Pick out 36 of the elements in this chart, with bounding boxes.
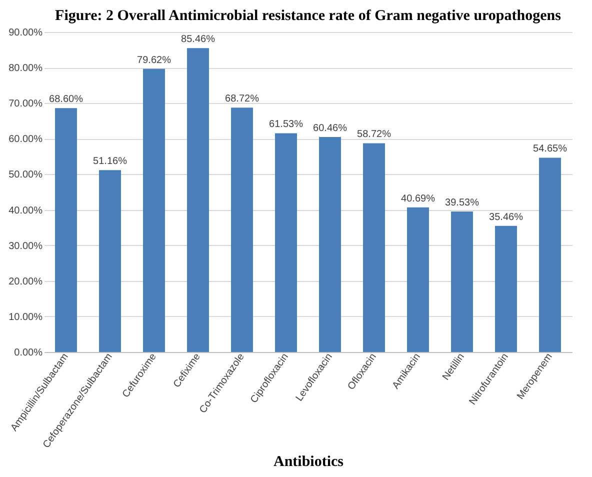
y-tick-label: 10.00% bbox=[8, 312, 43, 323]
chart-title: Figure: 2 Overall Antimicrobial resistance rate of Gram negative uropathogens bbox=[55, 8, 562, 24]
data-label: 68.60% bbox=[49, 94, 84, 106]
bar bbox=[55, 108, 77, 352]
data-label: 35.46% bbox=[489, 212, 524, 223]
bar bbox=[275, 133, 297, 352]
data-label: 85.46% bbox=[181, 34, 216, 46]
y-tick-label: 70.00% bbox=[8, 98, 43, 110]
bar bbox=[451, 211, 473, 352]
y-tick-label: 80.00% bbox=[8, 63, 43, 74]
data-label: 60.46% bbox=[313, 123, 348, 134]
y-tick-label: 20.00% bbox=[8, 276, 43, 288]
data-label: 39.53% bbox=[445, 197, 480, 208]
data-label: 51.16% bbox=[93, 156, 128, 168]
bar bbox=[187, 48, 209, 352]
bar bbox=[143, 68, 165, 352]
data-label: 79.62% bbox=[137, 54, 172, 66]
data-label: 61.53% bbox=[269, 119, 304, 130]
data-label: 68.72% bbox=[225, 94, 260, 105]
bar bbox=[539, 158, 561, 352]
data-label: 40.69% bbox=[401, 193, 436, 204]
bar bbox=[495, 226, 517, 352]
data-label: 54.65% bbox=[533, 144, 568, 155]
y-tick-label: 50.00% bbox=[8, 170, 43, 181]
bar bbox=[231, 108, 253, 352]
y-tick-label: 30.00% bbox=[8, 240, 43, 252]
y-tick-label: 40.00% bbox=[8, 205, 43, 216]
y-tick-label: 60.00% bbox=[8, 134, 43, 146]
x-axis-title: Antibiotics bbox=[273, 454, 344, 470]
bar bbox=[363, 143, 385, 352]
bar bbox=[407, 207, 429, 352]
data-label: 58.72% bbox=[357, 129, 392, 140]
bar bbox=[319, 137, 341, 352]
y-tick-label: 0.00% bbox=[14, 348, 43, 358]
bar bbox=[99, 170, 121, 352]
y-tick-label: 90.00% bbox=[8, 28, 43, 38]
